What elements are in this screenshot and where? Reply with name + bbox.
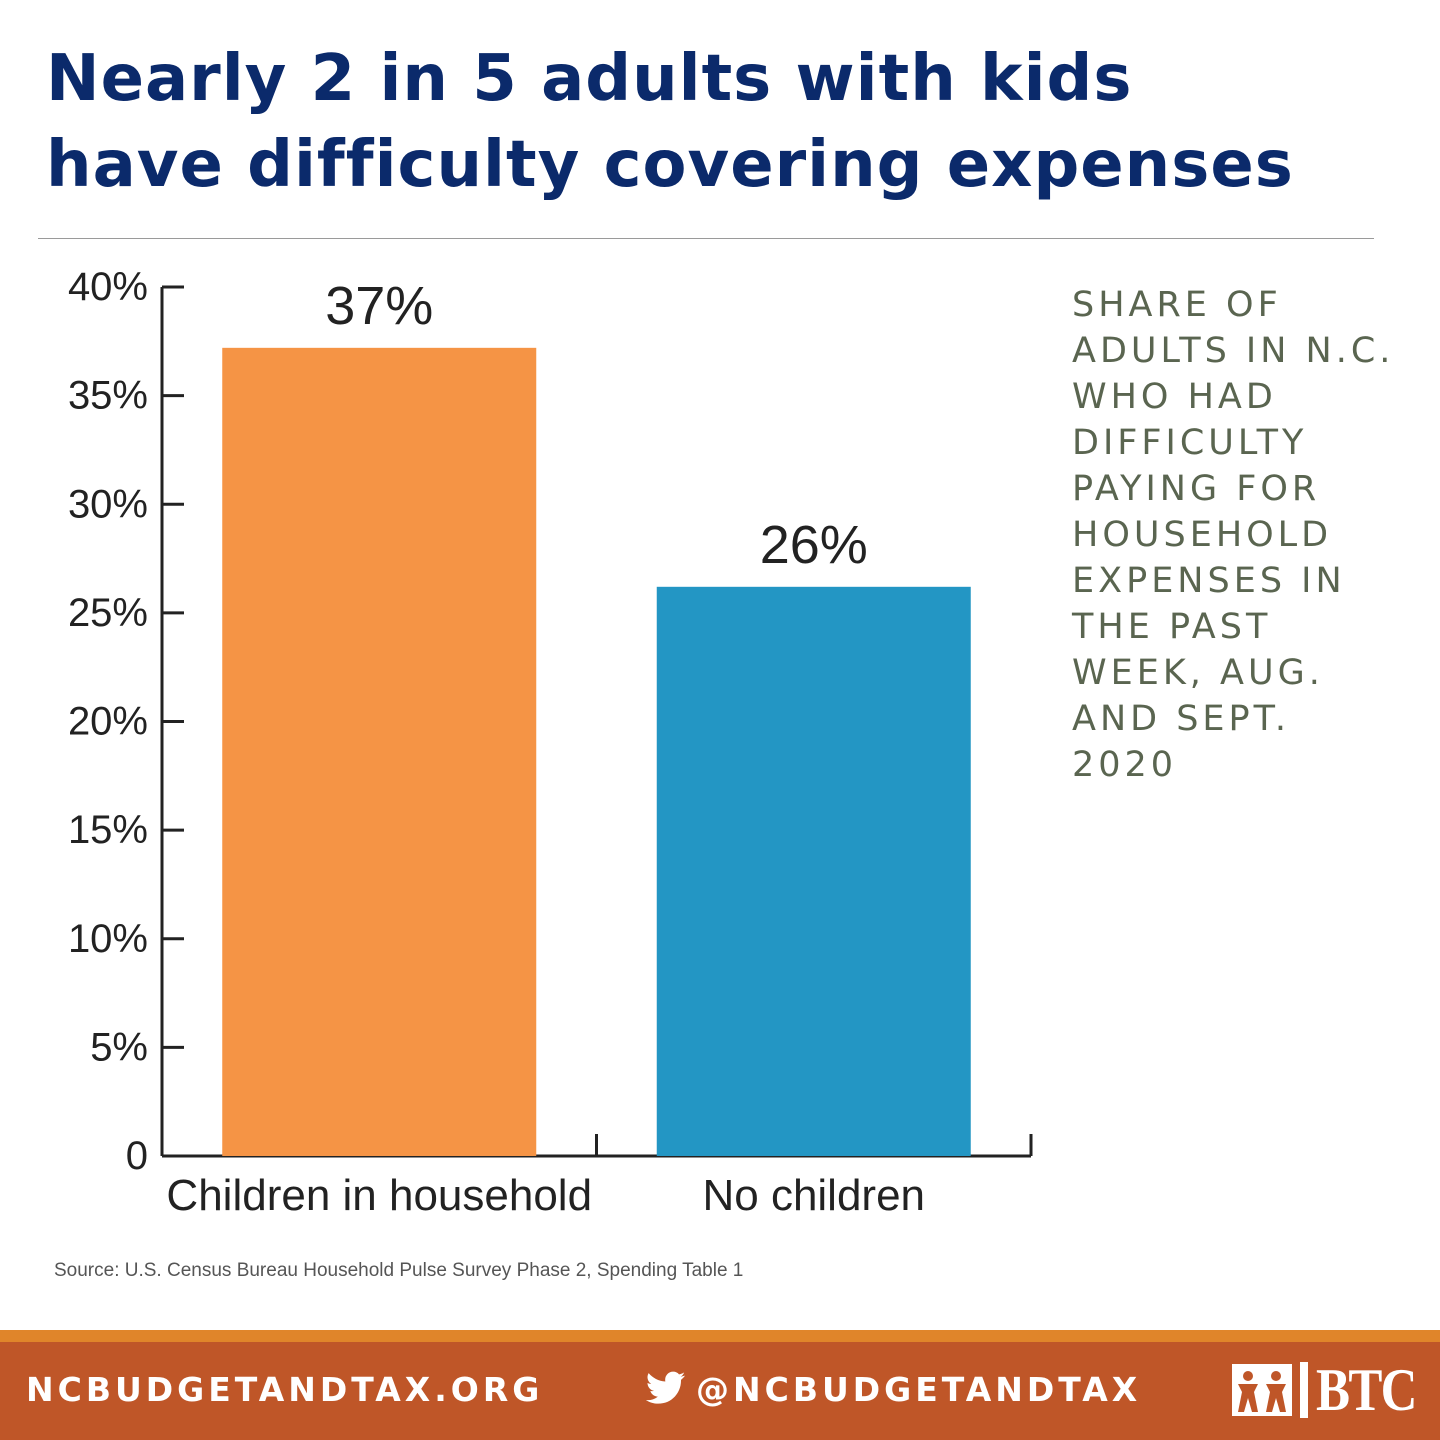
chart-description-line: THE PAST bbox=[1072, 607, 1272, 647]
x-category-label: No children bbox=[702, 1171, 925, 1220]
y-tick-label: 25% bbox=[68, 591, 148, 635]
chart-description-line: AND SEPT. bbox=[1072, 699, 1290, 739]
twitter-handle-text: @NCBUDGETANDTAX bbox=[696, 1370, 1142, 1409]
chart-bars bbox=[222, 347, 971, 1157]
bar-value-label: 26% bbox=[760, 515, 868, 575]
chart-description-line: 2020 bbox=[1072, 745, 1178, 785]
btc-logo[interactable]: BTC bbox=[1232, 1357, 1433, 1423]
y-tick-label: 10% bbox=[68, 917, 148, 961]
chart-description-line: DIFFICULTY bbox=[1072, 423, 1308, 463]
title-divider bbox=[38, 238, 1374, 239]
twitter-bird-icon bbox=[645, 1371, 686, 1404]
chart-description-line: WEEK, AUG. bbox=[1072, 653, 1324, 693]
chart-description-line: PAYING FOR bbox=[1072, 469, 1321, 509]
bar-value-label: 37% bbox=[325, 276, 433, 336]
chart-description-line: EXPENSES IN bbox=[1072, 561, 1346, 601]
y-tick-label: 40% bbox=[68, 265, 148, 309]
y-tick-label: 30% bbox=[68, 482, 148, 526]
y-tick-label: 20% bbox=[68, 700, 148, 744]
brand-text: BTC bbox=[1316, 1357, 1417, 1423]
y-tick-label: 5% bbox=[90, 1025, 148, 1069]
bar bbox=[656, 586, 971, 1156]
footer-stripe bbox=[0, 1330, 1440, 1342]
y-axis-ticks: 0 5% 10% 15% 20% 25% 30% 35% 40% bbox=[68, 265, 1033, 1178]
headline-line-1: Nearly 2 in 5 adults with kids bbox=[46, 42, 1133, 116]
btc-figures-logo-icon bbox=[1232, 1364, 1292, 1416]
y-tick-label: 15% bbox=[68, 808, 148, 852]
y-tick-label: 0 bbox=[126, 1134, 148, 1178]
chart-description-line: ADULTS IN N.C. bbox=[1072, 331, 1395, 371]
chart-description-line: WHO HAD bbox=[1072, 377, 1277, 417]
headline-line-2: have difficulty covering expenses bbox=[46, 128, 1294, 202]
logo-separator bbox=[1300, 1362, 1308, 1418]
chart-description-line: HOUSEHOLD bbox=[1072, 515, 1333, 555]
chart-labels: 37% Children in household 26% No children bbox=[166, 276, 925, 1220]
bar bbox=[222, 347, 537, 1157]
website-link[interactable]: NCBUDGETANDTAX.ORG bbox=[26, 1370, 544, 1409]
y-tick-label: 35% bbox=[68, 374, 148, 418]
chart-description-line: SHARE OF bbox=[1072, 285, 1282, 325]
headline: Nearly 2 in 5 adults with kids have diff… bbox=[46, 36, 1416, 208]
chart-description: SHARE OF ADULTS IN N.C. WHO HAD DIFFICULTY P… bbox=[1072, 282, 1412, 788]
bar-chart: 0 5% 10% 15% 20% 25% 30% 35% 40% 37% Children in … bbox=[68, 265, 1033, 1220]
source-note: Source: U.S. Census Bureau Household Pul… bbox=[54, 1260, 744, 1281]
twitter-handle-link[interactable]: @NCBUDGETANDTAX bbox=[645, 1370, 1142, 1409]
footer: NCBUDGETANDTAX.ORG @NCBUDGETANDTAX BTC bbox=[0, 1342, 1440, 1440]
x-category-label: Children in household bbox=[166, 1171, 592, 1220]
